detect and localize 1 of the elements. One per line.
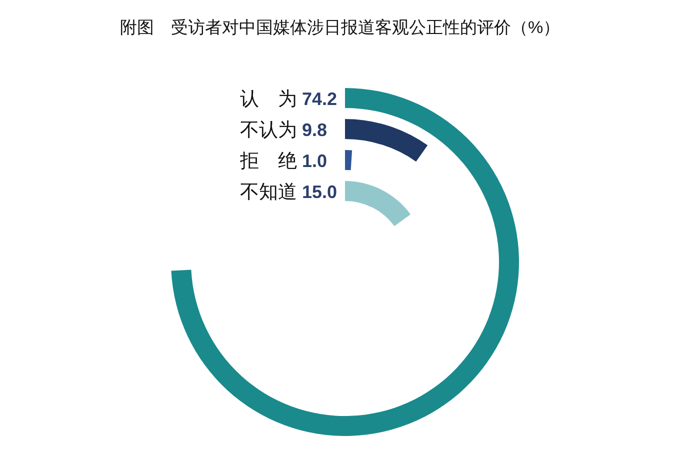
text: 附图 受访者对中国媒体涉日报道客观公正性的评价（%）	[120, 18, 560, 37]
